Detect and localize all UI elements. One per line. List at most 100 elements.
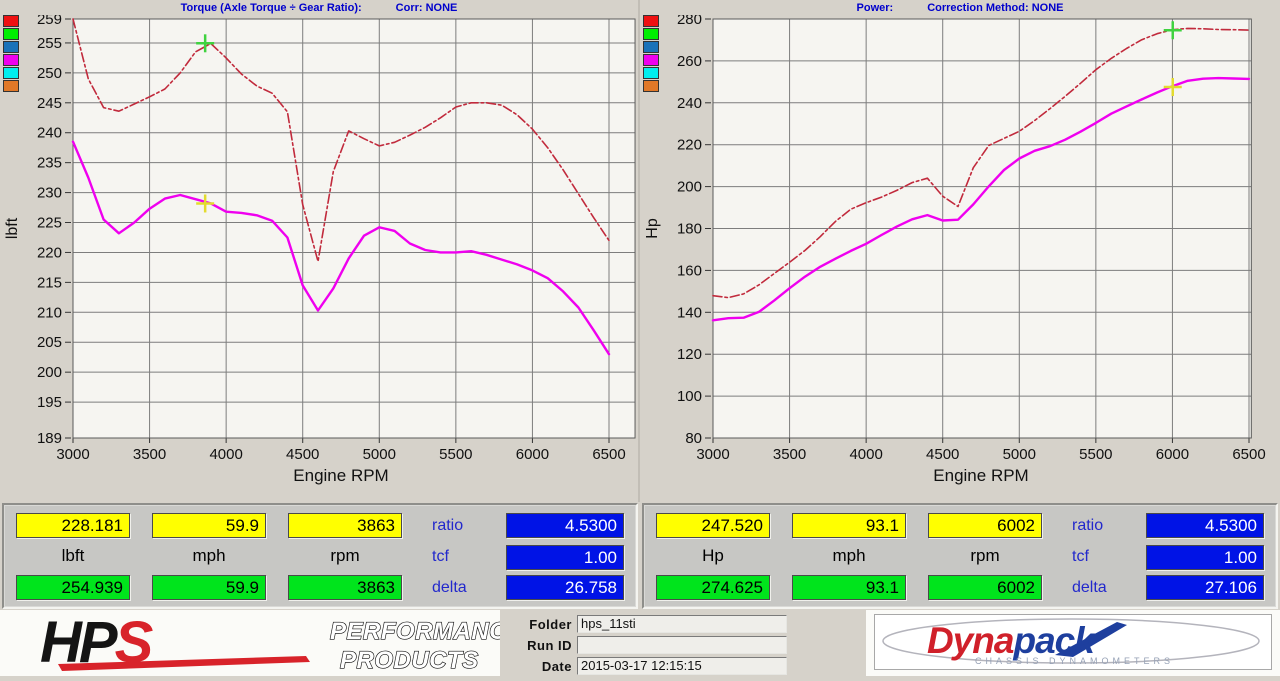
rpm-unit-label: rpm: [330, 546, 360, 565]
footer: HPS PERFORMANCE PRODUCTS Folder hps_11st…: [0, 610, 1280, 676]
svg-text:5000: 5000: [363, 446, 396, 463]
reference-cursor-rpm-value: 6002: [928, 575, 1042, 600]
ratio-label: ratio: [432, 517, 464, 534]
reference-cursor-speed-value: 93.1: [792, 575, 906, 600]
legend-swatch[interactable]: [643, 80, 659, 92]
svg-text:225: 225: [37, 215, 62, 232]
svg-text:6500: 6500: [592, 446, 625, 463]
charts-row: Torque (Axle Torque ÷ Gear Ratio): Corr:…: [0, 0, 1280, 502]
torque-correction-label: Corr: NONE: [395, 2, 458, 14]
speed-unit-label: mph: [832, 546, 866, 565]
svg-text:4500: 4500: [926, 446, 959, 463]
torque-unit-label: lbft: [61, 546, 85, 565]
legend-swatch[interactable]: [3, 67, 19, 79]
svg-text:240: 240: [37, 125, 62, 142]
svg-text:220: 220: [37, 244, 62, 261]
svg-text:Hp: Hp: [644, 218, 661, 239]
dynapack-logo-ellipse: [882, 618, 1260, 664]
torque-chart-panel: Torque (Axle Torque ÷ Gear Ratio): Corr:…: [0, 0, 640, 502]
dynapack-logo-text: Dynapack: [927, 620, 1097, 661]
svg-text:180: 180: [677, 221, 702, 238]
legend-swatch[interactable]: [3, 80, 19, 92]
reference-cursor-rpm-value: 3863: [288, 575, 402, 600]
delta-label: delta: [1072, 579, 1107, 596]
svg-text:230: 230: [37, 185, 62, 202]
svg-text:5000: 5000: [1003, 446, 1036, 463]
power-unit-label: Hp: [702, 546, 724, 565]
delta-label: delta: [432, 579, 467, 596]
svg-text:255: 255: [37, 35, 62, 52]
power-cursor-table: 247.520 93.1 6002 Hp mph rpm 274.625 93.…: [642, 503, 1278, 609]
svg-text:160: 160: [677, 262, 702, 279]
date-label: Date: [541, 658, 572, 674]
power-chart-panel: Power: Correction Method: NONE 3000 3500 4…: [640, 0, 1280, 502]
svg-text:200: 200: [37, 364, 62, 381]
hps-logo-swoosh: [58, 656, 310, 671]
legend-swatch[interactable]: [3, 41, 19, 53]
svg-text:280: 280: [677, 15, 702, 28]
legend-swatch[interactable]: [643, 15, 659, 27]
svg-text:6500: 6500: [1232, 446, 1265, 463]
svg-text:220: 220: [677, 137, 702, 154]
current-cursor-speed-value: 93.1: [792, 513, 906, 538]
svg-text:235: 235: [37, 155, 62, 172]
run-info-form: Folder hps_11sti Run ID Date 2015-03-17 …: [500, 610, 866, 676]
run-id-label: Run ID: [527, 637, 572, 653]
tcf-value: 1.00: [1146, 545, 1264, 570]
dynapack-logo-graphic: Dynapack CHASSIS DYNAMOMETERS: [882, 618, 1260, 666]
reference-cursor-speed-value: 59.9: [152, 575, 266, 600]
current-cursor-rpm-value: 3863: [288, 513, 402, 538]
dynapack-tagline: CHASSIS DYNAMOMETERS: [975, 656, 1174, 666]
svg-text:205: 205: [37, 334, 62, 351]
svg-text:Engine RPM: Engine RPM: [293, 466, 388, 485]
svg-text:259: 259: [37, 15, 62, 28]
run-color-legend: [643, 15, 659, 92]
svg-text:100: 100: [677, 388, 702, 405]
svg-text:lbft: lbft: [4, 217, 21, 239]
run-id-field[interactable]: [577, 636, 787, 654]
legend-swatch[interactable]: [3, 28, 19, 40]
folder-field[interactable]: hps_11sti: [577, 615, 787, 633]
power-chart: 3000 3500 4000 4500 5000 5500 6000 6500 280 260 24…: [644, 15, 1266, 485]
current-cursor-rpm-value: 6002: [928, 513, 1042, 538]
current-cursor-torque-value: 228.181: [16, 513, 130, 538]
tcf-label: tcf: [1072, 548, 1089, 565]
cursor-tables-row: 228.181 59.9 3863 lbft mph rpm 254.939 5…: [0, 502, 1280, 610]
legend-swatch[interactable]: [643, 41, 659, 53]
torque-cursor-table: 228.181 59.9 3863 lbft mph rpm 254.939 5…: [2, 503, 638, 609]
legend-swatch[interactable]: [3, 15, 19, 27]
svg-text:120: 120: [677, 346, 702, 363]
svg-text:80: 80: [685, 430, 702, 447]
svg-text:3500: 3500: [773, 446, 806, 463]
dynapack-logo-swoosh: [1055, 622, 1127, 657]
svg-text:6000: 6000: [516, 446, 549, 463]
legend-swatch[interactable]: [3, 54, 19, 66]
svg-text:240: 240: [677, 95, 702, 112]
svg-text:189: 189: [37, 430, 62, 447]
ratio-value: 4.5300: [1146, 513, 1264, 538]
legend-swatch[interactable]: [643, 28, 659, 40]
delta-value: 27.106: [1146, 575, 1264, 600]
legend-swatch[interactable]: [643, 54, 659, 66]
reference-cursor-power-value: 274.625: [656, 575, 770, 600]
date-field[interactable]: 2015-03-17 12:15:15: [577, 657, 787, 675]
rpm-unit-label: rpm: [970, 546, 1000, 565]
run-color-legend: [3, 15, 19, 92]
svg-text:4000: 4000: [209, 446, 242, 463]
hps-products-text: PRODUCTS: [340, 647, 479, 674]
speed-unit-label: mph: [192, 546, 226, 565]
power-chart-title: Power:: [856, 2, 894, 14]
legend-swatch[interactable]: [643, 67, 659, 79]
ratio-label: ratio: [1072, 517, 1104, 534]
svg-text:6000: 6000: [1156, 446, 1189, 463]
svg-text:140: 140: [677, 304, 702, 321]
svg-text:260: 260: [677, 53, 702, 70]
svg-text:195: 195: [37, 394, 62, 411]
current-cursor-power-value: 247.520: [656, 513, 770, 538]
tcf-label: tcf: [432, 548, 449, 565]
torque-chart: 3000 3500 4000 4500 5000 5500 6000 6500 259 255 25…: [4, 15, 636, 485]
svg-text:4000: 4000: [849, 446, 882, 463]
hps-performance-text: PERFORMANCE: [330, 618, 500, 645]
power-chart-header: Power: Correction Method: NONE: [640, 0, 1280, 15]
